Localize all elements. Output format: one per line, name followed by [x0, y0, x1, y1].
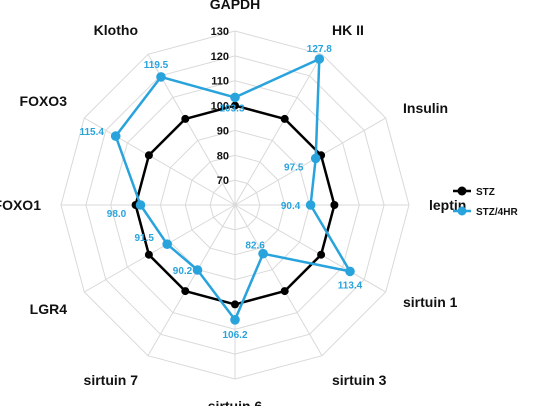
data-labels: 103.3 127.8 97.5 90.4 113.4 82.6 106.2 90.2 91.5… — [79, 44, 362, 341]
point-stz-sirtuin-1 — [317, 250, 326, 259]
axis-label-klotho: Klotho — [94, 22, 138, 38]
point-stz-4hr-gapdh — [230, 92, 240, 103]
tick-label-70: 70 — [217, 175, 229, 187]
axis-label-foxo1: FOXO1 — [0, 197, 41, 213]
point-stz-4hr-sirtuin-7 — [192, 265, 203, 275]
point-stz-4hr-foxo3 — [110, 131, 121, 141]
axis-label-foxo3: FOXO3 — [20, 93, 68, 109]
spoke-sirtuin-7 — [147, 204, 236, 356]
axis-label-sirtuin-6: sirtuin 6 — [208, 398, 263, 406]
point-stz-leptin — [330, 201, 339, 209]
spoke-sirtuin-1 — [234, 204, 386, 293]
spoke-hk-ii — [234, 54, 323, 206]
legend: STZ STZ/4HR — [453, 186, 518, 218]
point-stz-4hr-sirtuin-3 — [258, 248, 268, 259]
point-stz-hk-ii — [280, 114, 289, 123]
data-label-stz-4hr-klotho: 119.5 — [144, 60, 169, 71]
axis-label-insulin: Insulin — [403, 100, 448, 116]
point-stz-sirtuin-6 — [231, 300, 239, 309]
series-layer — [110, 54, 355, 325]
point-stz-sirtuin-3 — [280, 287, 289, 296]
data-label-stz-4hr-foxo1: 98.0 — [107, 209, 127, 220]
data-label-stz-4hr-gapdh: 103.3 — [219, 103, 244, 114]
point-stz-foxo3 — [144, 151, 153, 160]
tick-label-120: 120 — [211, 51, 229, 63]
axis-label-hk-ii: HK II — [332, 22, 364, 38]
data-label-stz-4hr-insulin: 97.5 — [284, 162, 304, 173]
data-label-stz-4hr-sirtuin-6: 106.2 — [222, 330, 247, 341]
spoke-sirtuin-3 — [234, 204, 323, 356]
axis-labels: GAPDH HK II Insulin leptin sirtuin 1 sirtuin … — [0, 0, 466, 406]
point-stz-4hr-foxo1 — [135, 200, 146, 210]
axis-label-sirtuin-7: sirtuin 7 — [84, 372, 139, 388]
radar-grid — [60, 30, 410, 380]
data-label-stz-4hr-sirtuin-7: 90.2 — [173, 266, 193, 277]
point-stz-4hr-lgr4 — [162, 239, 172, 249]
data-label-stz-4hr-sirtuin-3: 82.6 — [245, 241, 265, 252]
data-label-stz-4hr-sirtuin-1: 113.4 — [338, 280, 363, 291]
legend-label-stz4hr: STZ/4HR — [476, 207, 518, 218]
point-stz-sirtuin-7 — [181, 287, 190, 296]
point-stz-4hr-leptin — [305, 200, 316, 210]
point-stz-4hr-sirtuin-6 — [230, 315, 240, 325]
legend-label-stz: STZ — [476, 187, 495, 198]
axis-label-sirtuin-3: sirtuin 3 — [332, 372, 387, 388]
point-stz-gapdh — [231, 101, 239, 110]
tick-label-80: 80 — [217, 150, 229, 162]
tick-label-130: 130 — [211, 26, 229, 38]
legend-marker-stz — [457, 186, 467, 196]
tick-label-90: 90 — [217, 125, 229, 137]
point-stz-4hr-hk-ii — [314, 54, 325, 64]
point-stz-4hr-sirtuin-1 — [345, 266, 355, 277]
data-label-stz-4hr-lgr4: 91.5 — [134, 233, 154, 244]
axis-label-sirtuin-1: sirtuin 1 — [403, 294, 458, 310]
data-label-stz-4hr-hk-ii: 127.8 — [307, 44, 332, 55]
legend-marker-stz4hr — [457, 206, 467, 216]
axis-label-leptin: leptin — [429, 197, 466, 213]
point-stz-klotho — [181, 114, 190, 123]
data-label-stz-4hr-foxo3: 115.4 — [79, 127, 104, 138]
point-stz-lgr4 — [144, 250, 153, 259]
tick-label-110: 110 — [211, 76, 229, 88]
point-stz-4hr-insulin — [310, 153, 321, 164]
spoke-lgr4 — [84, 204, 236, 293]
data-label-stz-4hr-leptin: 90.4 — [281, 201, 301, 212]
spoke-foxo3 — [84, 117, 236, 206]
spoke-insulin — [234, 117, 386, 206]
axis-label-lgr4: LGR4 — [30, 301, 68, 317]
axis-label-gapdh: GAPDH — [210, 0, 261, 12]
point-stz-4hr-klotho — [156, 72, 166, 82]
